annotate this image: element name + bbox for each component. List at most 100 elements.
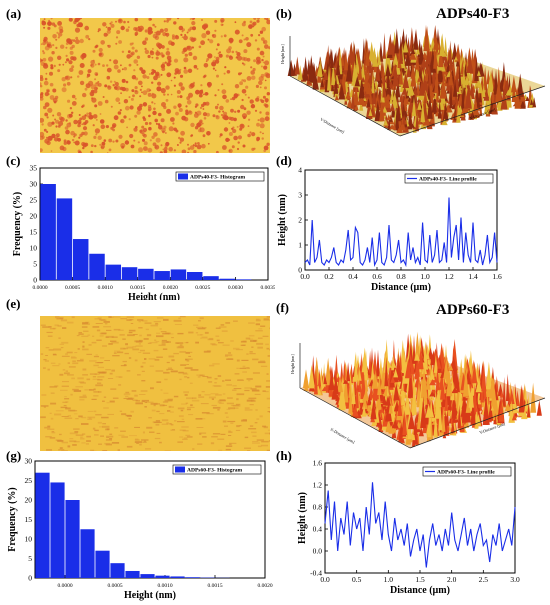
x-tick-label: 1.4 [468,272,478,281]
surface-b-ydist-label: Y-Distance [µm] [320,117,346,135]
y-tick-label: 15 [30,228,38,237]
x-tick-label: 0.0025 [195,285,210,291]
bar [50,482,65,578]
y-tick-label: 30 [25,457,33,466]
panel-label-c: (c) [6,153,21,168]
surface-f-xdist-label: X-Distance [µm] [330,427,357,445]
x-tick-label: 0.0005 [65,285,80,291]
x-tick-label: 0.5 [352,575,362,584]
x-axis-label: Distance (µm) [371,282,431,293]
title-top: ADPs40-F3 [436,6,510,22]
y-axis-label: Height (nm) [297,492,308,544]
panel-label-h: (h) [276,448,292,463]
panel-label-g: (g) [6,448,22,463]
y-tick-label: 4 [298,166,302,175]
y-tick-label: 20 [25,496,33,505]
bar [105,264,122,280]
legend-swatch [175,466,185,473]
y-tick-label: 1 [298,241,302,250]
x-tick-label: 0.0020 [163,285,178,291]
y-tick-label: 10 [25,535,33,544]
x-axis-label: Distance (µm) [390,585,450,596]
x-tick-label: 2.5 [479,575,489,584]
x-tick-label: 1.6 [492,272,502,281]
panel-label-a: (a) [6,6,22,21]
y-axis-label: Frequency (%) [7,487,18,552]
y-tick-label: 0 [33,276,37,285]
bar [235,279,252,280]
x-tick-label: 0.0 [320,575,330,584]
chart-g: 0 5 10 15 20 25 30 0.0000 0.0005 0.0010 0.0015 0.00… [7,457,273,602]
panel-label-d: (d) [276,153,292,168]
x-tick-label: 0.0010 [157,583,172,589]
x-tick-label: 0.0010 [98,285,113,291]
x-tick-label: 0.0000 [32,285,47,291]
x-tick-label: 0.0000 [57,583,72,589]
y-tick-label: 25 [30,196,38,205]
x-tick-label: 0.8 [396,272,406,281]
x-tick-label: 0.0020 [257,583,272,589]
bar [95,550,110,578]
legend-label: ADPs40-F3- Histogram [190,175,246,181]
title-bottom: ADPs60-F3 [436,302,510,318]
y-tick-label: 20 [30,212,38,221]
x-tick-label: 0.0015 [207,583,222,589]
y-tick-label: 5 [28,554,32,563]
bar [89,253,105,280]
x-tick-label: 0.0015 [130,285,145,291]
chart-d: 0 1 2 3 4 0.0 0.2 0.4 0.6 0.8 1.0 1.2 1.4 1.6 Distance… [277,166,502,294]
legend-swatch [178,173,188,180]
y-tick-label: 0.8 [313,503,323,512]
y-tick-label: 3 [298,191,302,200]
bar [72,239,89,280]
bar [40,184,56,280]
surface-b-height-label: Height [nm] [280,44,285,64]
legend-label: ADPs60-F3- Histogram [187,468,243,474]
y-tick-label: 15 [25,515,33,524]
x-tick-label: 3.0 [510,575,520,584]
legend-box [404,173,494,184]
y-axis-label: Frequency (%) [12,192,23,257]
legend-label: ADPs40-F3- Line profile [419,177,477,183]
x-tick-label: 1.2 [444,272,454,281]
x-axis-label: Height (nm) [128,292,180,300]
bar [121,267,138,280]
y-tick-label: 1.6 [313,459,323,468]
bar [138,268,154,280]
x-tick-label: 0.0030 [228,285,243,291]
x-tick-label: 0.0005 [107,583,122,589]
plot-frame [39,167,269,281]
y-tick-label: 10 [30,244,38,253]
y-tick-label: 0.4 [313,525,323,534]
chart-c: 0 5 10 15 20 25 30 35 0.0000 0.0005 0.0010 0.0015 0.… [12,164,275,301]
afm-image-a [40,18,270,153]
series-line [304,197,498,268]
y-tick-label: 2 [298,216,302,225]
y-tick-label: 0 [298,266,302,275]
y-tick-label: 1.2 [313,481,323,490]
panel-label-e: (e) [6,296,21,311]
surface-f-ydist-label: Y-Distance [µm] [479,421,507,435]
bar [110,563,125,578]
x-tick-label: 0.0 [300,272,310,281]
bar [35,472,50,578]
x-tick-label: 0.6 [372,272,382,281]
y-axis-label: Height (nm) [277,194,288,246]
surface-3d-f: Height [nm] X-Distance [µm] Y-Distance [… [290,331,546,449]
surface-3d-b: Height [nm] Y-Distance [µm] X-Distance [… [280,24,546,137]
chart-h: -0.40.00.40.81.21.60.0 0.5 1.0 1.5 2.0 2.5 3.0… [297,459,520,597]
bar [140,574,155,578]
bar [170,269,187,280]
panel-label-b: (b) [276,6,292,21]
legend-box [172,464,262,475]
x-tick-label: 1.5 [415,575,425,584]
y-tick-label: 30 [30,180,38,189]
x-tick-label: 0.0035 [260,285,275,291]
y-tick-label: 0.0 [313,547,323,556]
bar [125,570,140,578]
y-tick-label: 0 [28,574,32,583]
legend-box [422,466,512,477]
y-tick-label: -0.4 [310,569,322,578]
surface-f-height-label: Height [nm] [290,354,295,374]
bar [154,271,170,280]
